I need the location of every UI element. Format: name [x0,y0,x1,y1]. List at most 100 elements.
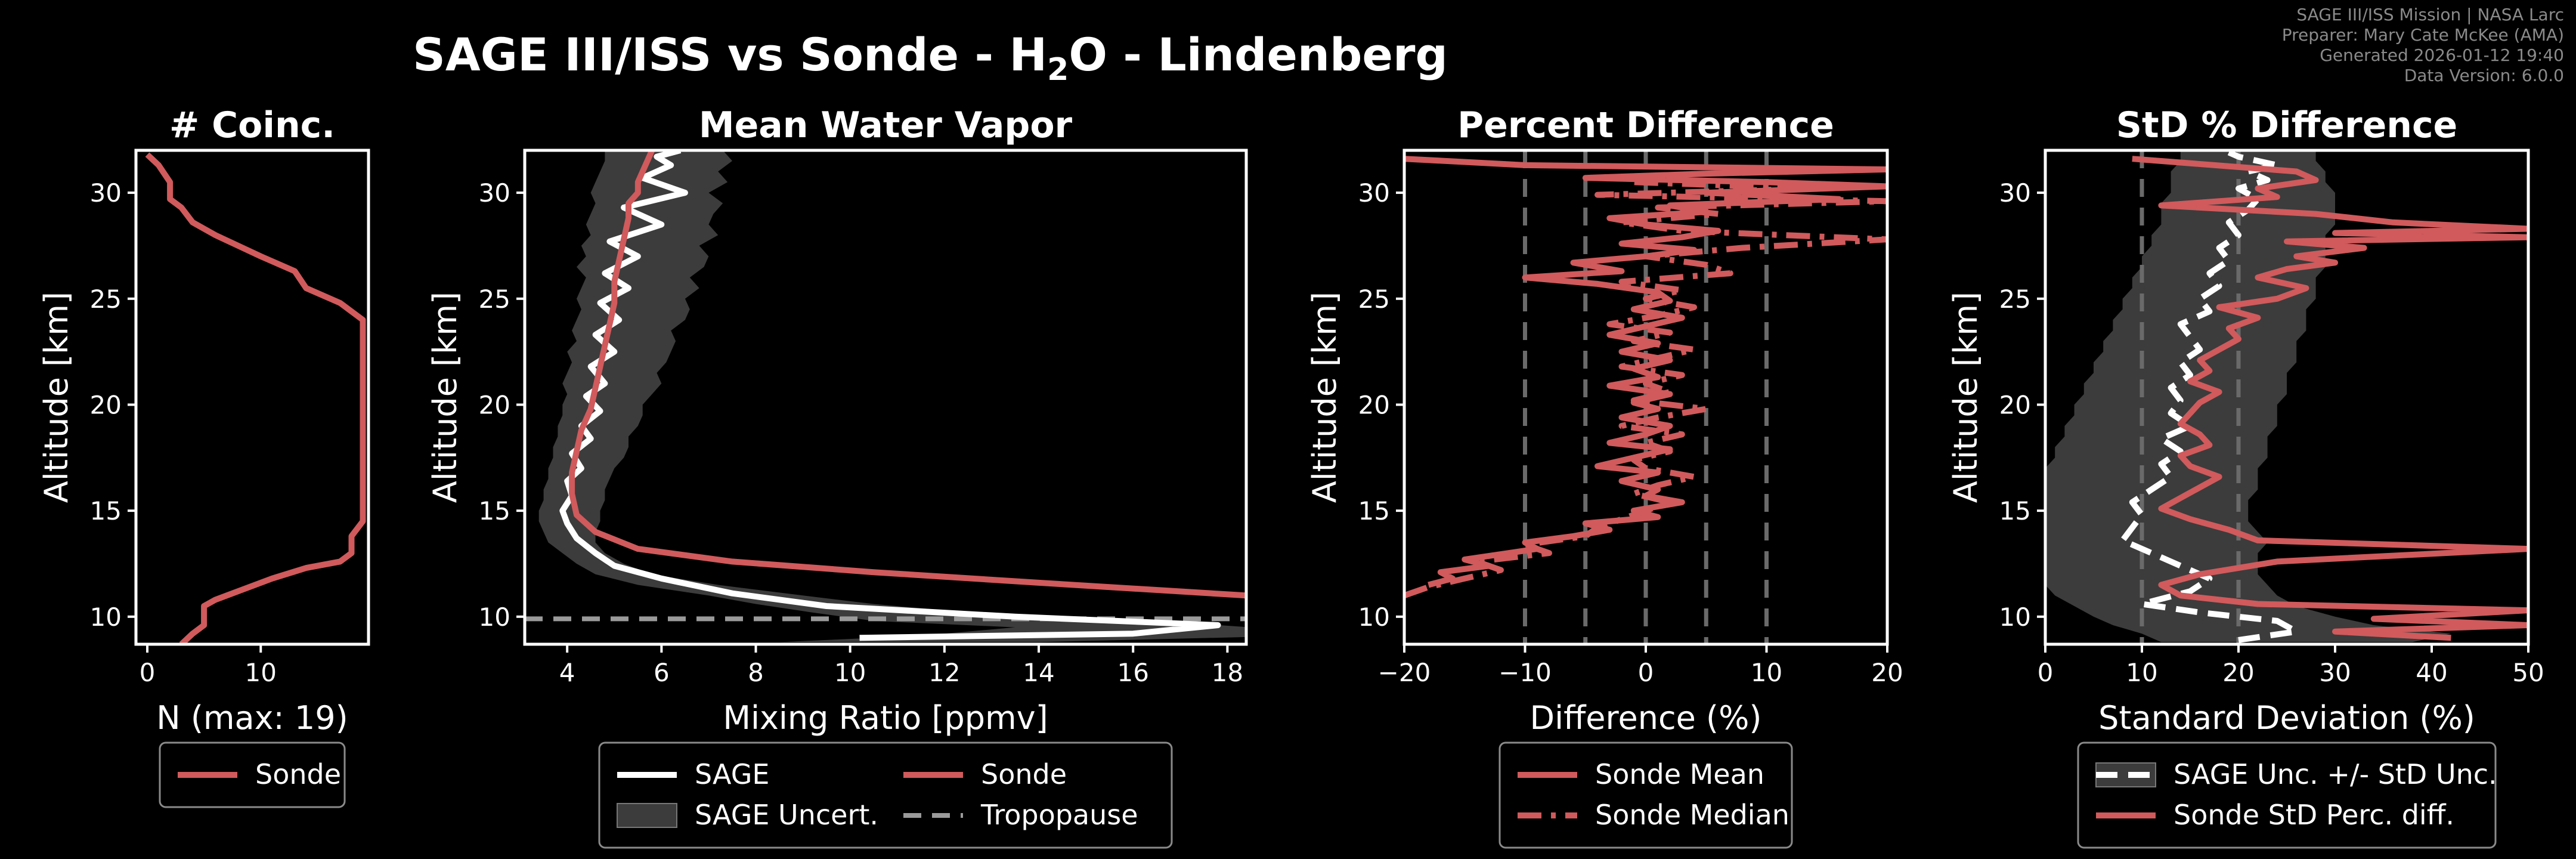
metadata-block: SAGE III/ISS Mission | NASA Larc Prepare… [2282,5,2564,85]
y-tick-label: 15 [479,496,510,526]
x-tick-label: 10 [834,658,866,687]
legend-label: SAGE Unc. +/- StD Unc. [2174,758,2497,790]
x-tick-label: 40 [2416,658,2447,687]
x-tick-label: 10 [1751,658,1782,687]
legend-item: SAGE [617,758,769,790]
panel-1: 0 10 10 15 20 25 30 # Coinc. N (max: 19) Altitude… [38,104,370,808]
legend-label: Sonde Median [1595,799,1789,831]
legend-label: Sonde [255,758,341,790]
meta-mission: SAGE III/ISS Mission | NASA Larc [2296,5,2564,24]
axes-frame [2044,149,2530,646]
x-tick-label: 20 [1871,658,1903,687]
y-tick-label: 30 [1358,178,1390,208]
figure-title-subscript: 2 [1047,52,1069,88]
figure-title: SAGE III/ISS vs Sonde - H2O - Lindenberg [413,28,1448,88]
y-tick-label: 15 [90,496,122,526]
legend-item: Tropopause [903,799,1138,831]
x-tick-label: 6 [654,658,670,687]
meta-preparer: Preparer: Mary Cate McKee (AMA) [2282,25,2564,45]
y-tick-label: 15 [1358,496,1390,526]
legend-frame [159,741,346,808]
x-tick-label: 0 [1638,658,1654,687]
x-axis-label: Mixing Ratio [ppmv] [723,699,1048,737]
y-axis-label: Altitude [km] [1306,292,1343,503]
legend-item: Sonde Mean [1518,758,1764,790]
legend-label: Sonde Mean [1595,758,1764,790]
y-axis-label: Altitude [km] [426,292,464,503]
plot-area [525,150,1246,642]
meta-version: Data Version: 6.0.0 [2404,66,2564,85]
plot-area [2045,150,2528,644]
legend-item: SAGE Uncert. [617,799,878,831]
y-tick-label: 15 [1999,496,2031,526]
y-tick-label: 20 [1358,390,1390,419]
x-axis-label: N (max: 19) [156,699,348,737]
legend-frame [598,741,1173,849]
y-tick-label: 25 [1358,285,1390,314]
meta-generated: Generated 2026-01-12 19:40 [2320,45,2564,65]
legend-swatch [617,803,677,828]
panel-title: Percent Difference [1457,104,1834,146]
series-sonde-std-perc-diff [2132,156,2528,641]
x-tick-label: 50 [2512,658,2544,687]
y-tick-label: 30 [90,178,122,208]
series-sage [559,150,1221,641]
x-tick-label: 12 [928,658,960,687]
y-tick-label: 10 [1999,602,2031,632]
x-tick-label: 0 [140,658,156,687]
y-tick-label: 10 [479,602,510,632]
y-tick-label: 25 [479,285,510,314]
panel-3: −20 −10 0 10 20 10 15 20 25 30 Percent Difference D… [1306,104,1903,849]
x-tick-label: 14 [1023,658,1054,687]
x-tick-label: −20 [1378,658,1431,687]
legend-frame [2077,741,2497,849]
legend-label: Tropopause [980,799,1138,831]
x-tick-label: 10 [2126,658,2157,687]
y-tick-label: 10 [1358,602,1390,632]
x-tick-label: 10 [245,658,277,687]
figure-title-tail: O - Lindenberg [1069,28,1448,81]
x-axis-label: Difference (%) [1530,699,1762,737]
x-tick-label: 30 [2319,658,2351,687]
x-tick-label: 20 [2222,658,2254,687]
x-tick-label: 0 [2038,658,2054,687]
plot-area [1404,150,1887,644]
x-axis-label: Standard Deviation (%) [2098,699,2475,737]
legend-label: Sonde [981,758,1067,790]
legend: SAGE Unc. +/- StD Unc. Sonde StD Perc. di… [2077,741,2497,849]
legend-label: Sonde StD Perc. diff. [2174,799,2454,831]
uncertainty-band [2045,150,2451,642]
axes-frame [134,149,370,646]
legend: Sonde Mean Sonde Median [1498,741,1793,849]
y-tick-label: 10 [90,602,122,632]
series-sonde [145,152,366,644]
legend-item: Sonde Median [1518,799,1789,831]
y-tick-label: 30 [1999,178,2031,208]
panel-title: # Coinc. [169,104,335,146]
legend-item: SAGE Unc. +/- StD Unc. [2095,758,2497,790]
y-axis-label: Altitude [km] [1947,292,1984,503]
legend-label: SAGE [695,758,769,790]
panel-title: StD % Difference [2116,104,2458,146]
plot-area [145,152,366,644]
y-tick-label: 20 [1999,390,2031,419]
legend-frame [1498,741,1793,849]
legend-label: SAGE Uncert. [695,799,878,831]
legend: Sonde [159,741,346,808]
x-tick-label: 4 [559,658,575,687]
y-tick-label: 25 [1999,285,2031,314]
panel-2: 4 6 8 10 12 14 16 18 10 15 20 25 30 Mean Water Vapor M… [426,104,1248,849]
y-tick-label: 25 [90,285,122,314]
x-tick-label: 18 [1212,658,1243,687]
legend-item: Sonde [903,758,1067,790]
figure-title-main: SAGE III/ISS vs Sonde - H [413,28,1047,81]
uncertainty-band [538,150,1246,642]
legend-item: Sonde StD Perc. diff. [2096,799,2454,831]
series-sonde-median [1404,179,1887,599]
y-tick-label: 20 [90,390,122,419]
y-tick-label: 20 [479,390,510,419]
y-axis-label: Altitude [km] [38,292,75,503]
